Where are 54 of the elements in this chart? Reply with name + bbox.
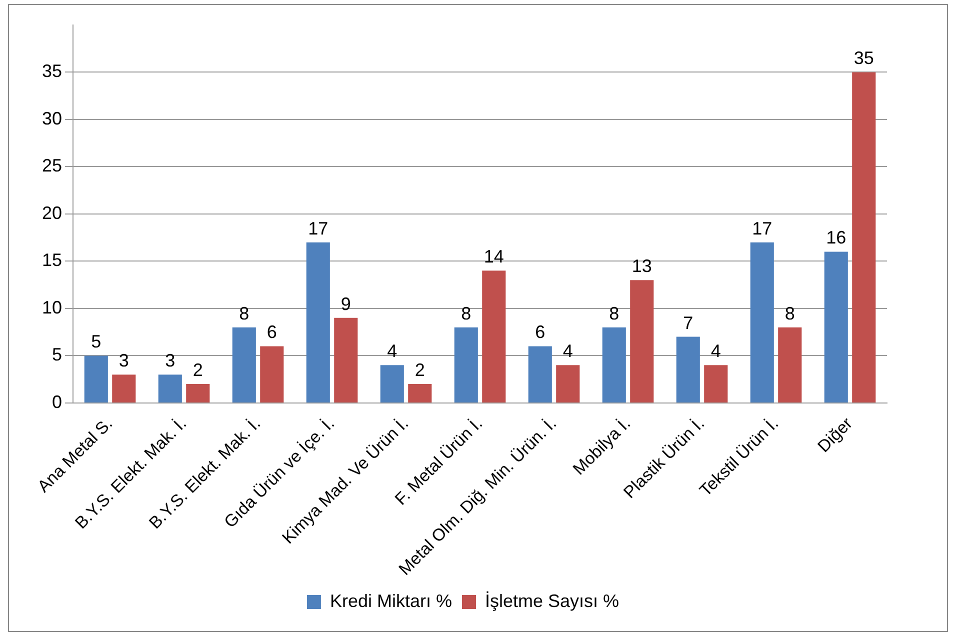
bar <box>232 327 256 402</box>
bar <box>630 280 654 402</box>
data-label: 9 <box>340 294 351 314</box>
bar <box>676 336 700 402</box>
y-tick-label: 0 <box>52 392 62 412</box>
y-tick-label: 25 <box>42 156 62 176</box>
bar <box>158 374 182 402</box>
bar <box>852 72 876 402</box>
y-tick-label: 35 <box>42 61 62 82</box>
data-label: 6 <box>535 322 546 342</box>
data-label: 3 <box>165 350 176 371</box>
bar <box>602 327 626 402</box>
bar <box>454 327 478 402</box>
data-label: 8 <box>784 303 795 324</box>
bar <box>408 384 432 402</box>
data-label: 5 <box>91 332 102 352</box>
data-label: 8 <box>461 303 472 324</box>
bar <box>260 346 284 402</box>
data-label: 17 <box>752 218 772 238</box>
y-tick-label: 10 <box>42 297 62 318</box>
y-tick-label: 30 <box>42 108 62 128</box>
data-label: 2 <box>192 360 203 380</box>
data-label: 8 <box>239 303 250 324</box>
bar <box>380 365 404 402</box>
bar <box>704 365 728 402</box>
y-tick-label: 20 <box>42 202 62 223</box>
data-label: 6 <box>266 322 277 342</box>
data-label: 35 <box>854 48 874 68</box>
legend-label: İşletme Sayısı % <box>484 590 620 611</box>
bar <box>556 365 580 402</box>
data-label: 16 <box>826 228 846 248</box>
bar <box>112 374 136 402</box>
data-label: 7 <box>683 312 694 333</box>
data-label: 3 <box>118 350 129 371</box>
data-label: 2 <box>414 360 425 380</box>
legend-label: Kredi Miktarı % <box>330 590 452 611</box>
data-label: 4 <box>562 341 573 362</box>
data-label: 17 <box>308 218 328 238</box>
y-tick-label: 15 <box>42 250 62 270</box>
y-tick-label: 5 <box>52 344 62 365</box>
bar <box>750 242 774 402</box>
data-label: 4 <box>710 341 721 362</box>
bar <box>84 356 108 402</box>
bar <box>334 318 358 402</box>
data-label: 4 <box>387 341 398 362</box>
bar <box>306 242 330 402</box>
data-label: 13 <box>632 256 652 276</box>
bar <box>482 270 506 402</box>
data-label: 8 <box>609 303 620 324</box>
data-label: 14 <box>484 246 504 267</box>
bar <box>824 252 848 402</box>
bar <box>778 327 802 402</box>
bar <box>186 384 210 402</box>
bar <box>528 346 552 402</box>
